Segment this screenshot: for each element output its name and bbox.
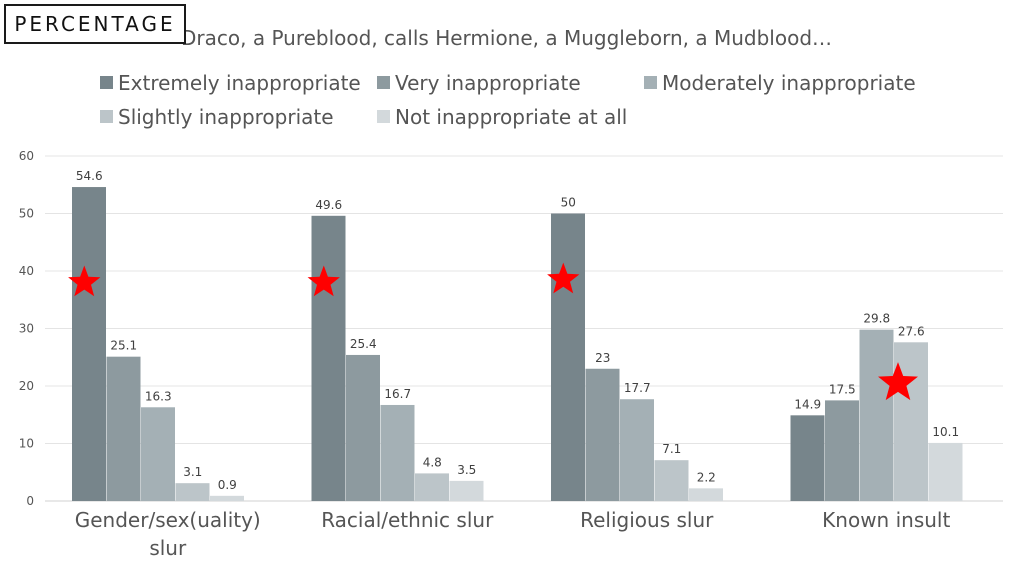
y-tick-label: 60: [19, 149, 34, 163]
legend-label: Moderately inappropriate: [662, 71, 916, 95]
data-label: 4.8: [423, 455, 442, 469]
y-tick-label: 40: [19, 264, 34, 278]
x-tick-label: Religious slur: [580, 508, 714, 532]
bar: [141, 407, 175, 501]
legend-swatch: [100, 76, 113, 89]
bar: [551, 213, 585, 501]
bar: [654, 460, 689, 501]
bar: [346, 354, 380, 501]
bar: [585, 368, 620, 501]
bar: [210, 495, 244, 501]
data-label: 23: [595, 351, 610, 365]
legend-swatch: [377, 110, 390, 123]
data-label: 3.5: [457, 463, 476, 477]
bar: [106, 356, 141, 501]
bar: [175, 483, 210, 501]
data-label: 50: [561, 196, 576, 210]
star-marker: [547, 262, 580, 294]
bars: [72, 187, 963, 502]
chart-title: Draco, a Pureblood, calls Hermione, a Mu…: [181, 26, 833, 50]
data-label: 14.9: [794, 397, 821, 411]
legend-swatch: [644, 76, 657, 89]
bar: [449, 480, 484, 501]
data-label: 49.6: [315, 198, 342, 212]
data-label: 16.3: [145, 389, 172, 403]
data-label: 29.8: [863, 312, 890, 326]
data-label: 54.6: [76, 169, 103, 183]
stars: [68, 262, 918, 401]
bar: [790, 415, 825, 501]
x-tick-label: Racial/ethnic slur: [321, 508, 494, 532]
y-tick-label: 50: [19, 207, 34, 221]
legend-label: Extremely inappropriate: [118, 71, 361, 95]
bar: [825, 400, 859, 501]
data-label: 27.6: [898, 324, 925, 338]
legend: Extremely inappropriate Very inappropriat…: [100, 71, 916, 129]
x-tick-label: Known insult: [822, 508, 950, 532]
data-label: 25.4: [350, 337, 377, 351]
legend-label: Slightly inappropriate: [118, 105, 334, 129]
y-tick-label: 10: [19, 437, 34, 451]
legend-label: Not inappropriate at all: [395, 105, 627, 129]
star-marker: [307, 265, 340, 297]
bar: [928, 442, 963, 501]
data-label: 16.7: [384, 387, 411, 401]
data-label: 10.1: [932, 425, 959, 439]
data-label: 17.5: [829, 382, 856, 396]
legend-label: Very inappropriate: [395, 71, 581, 95]
data-label: 25.1: [110, 339, 137, 353]
bar: [415, 473, 449, 501]
data-labels: 54.6 49.6 50 14.9 25.1 25.4 23 17.5 16.3 16.7 17.7…: [76, 169, 959, 492]
x-tick-label: Gender/sex(uality) slur: [75, 508, 261, 560]
data-label: 7.1: [662, 442, 681, 456]
bar: [72, 187, 106, 502]
data-label: 2.2: [697, 470, 716, 484]
y-tick-label: 20: [19, 379, 34, 393]
percentage-badge: PERCENTAGE: [4, 4, 186, 44]
y-tick-label: 30: [19, 322, 34, 336]
legend-swatch: [377, 76, 390, 89]
bar: [311, 215, 346, 502]
legend-swatch: [100, 110, 113, 123]
star-marker: [878, 362, 918, 401]
data-label: 17.7: [624, 381, 651, 395]
data-label: 0.9: [218, 478, 237, 492]
bar: [380, 404, 415, 501]
data-label: 3.1: [183, 465, 202, 479]
x-axis: Gender/sex(uality) slur Racial/ethnic slur…: [75, 508, 951, 560]
star-marker: [68, 265, 101, 297]
bar: [859, 329, 894, 501]
bar: [689, 488, 723, 501]
y-tick-label: 0: [26, 494, 34, 508]
bar: [620, 399, 654, 501]
